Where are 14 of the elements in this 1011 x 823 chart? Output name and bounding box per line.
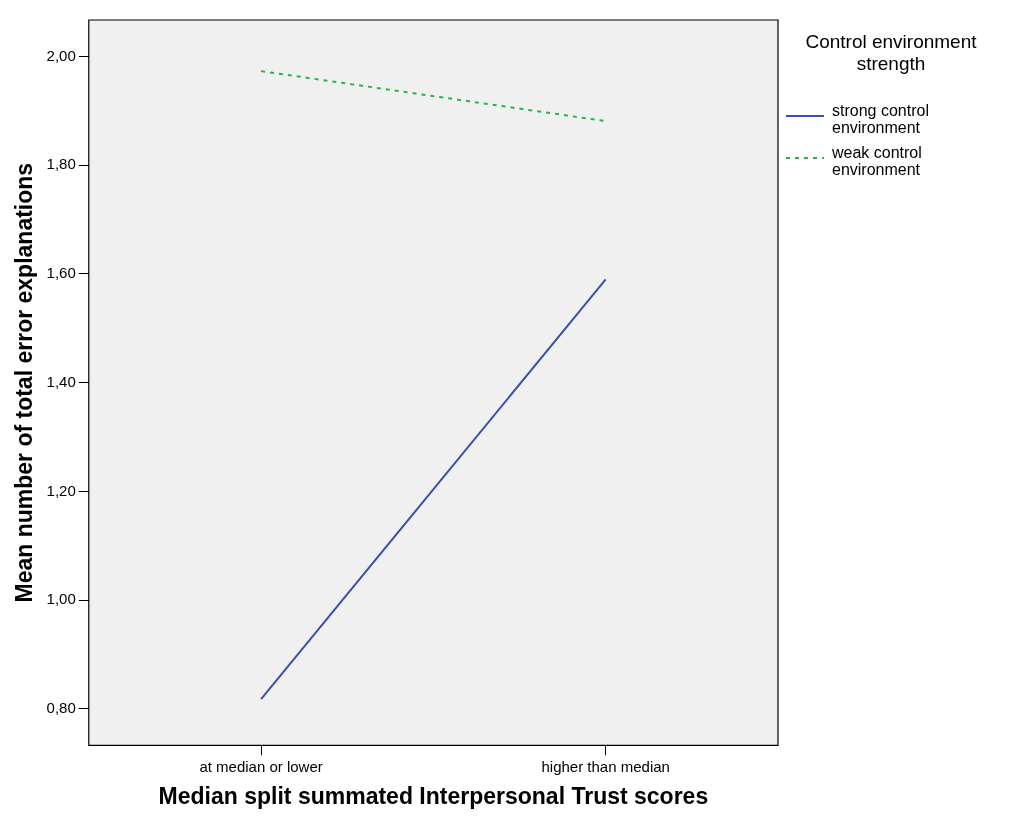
y-tick-label: 1,80 [46,155,76,173]
x-axis-title: Median split summated Interpersonal Trust scores [158,782,709,809]
y-tick-label: 1,60 [46,264,76,282]
x-tick-label: higher than median [541,757,670,775]
y-axis-title: Mean number of total error explanations [11,162,38,603]
x-tick-label: at median or lower [199,757,323,775]
y-tick-label: 1,40 [46,372,76,390]
y-tick-label: 0,80 [46,699,76,717]
y-tick-label: 2,00 [46,46,76,64]
legend-label: weak control environment [831,144,922,178]
y-tick-label: 1,00 [46,590,76,608]
legend-title: Control environment strength [805,31,978,74]
legend-label: strong control environment [832,102,929,136]
y-tick-label: 1,20 [46,481,76,499]
